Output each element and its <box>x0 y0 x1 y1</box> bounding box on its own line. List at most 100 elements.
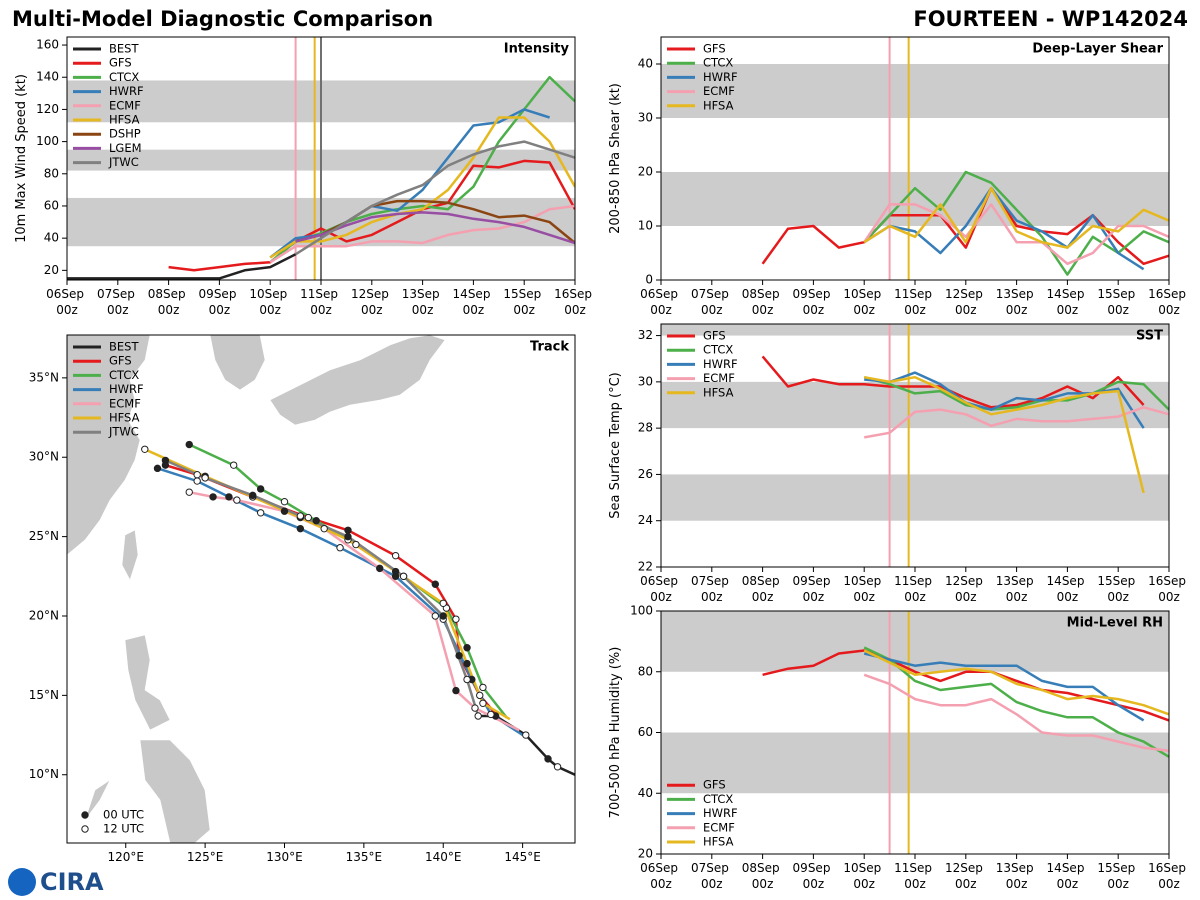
land <box>139 739 211 843</box>
x-tick-label: 07Sep 00z <box>691 861 733 891</box>
plot-area <box>141 440 575 776</box>
track-point <box>280 507 289 515</box>
legend-label: GFS <box>703 778 726 792</box>
panel-label: Deep-Layer Shear <box>1032 42 1163 57</box>
track-point <box>296 512 305 520</box>
x-tick-label: 12Sep 00z <box>945 574 987 604</box>
x-tick-label: 11Sep 00z <box>894 861 936 891</box>
legend-label: HWRF <box>703 70 738 84</box>
track-point <box>479 683 487 692</box>
legend-label: HFSA <box>703 835 734 849</box>
x-tick-label: 15Sep 00z <box>1097 861 1139 891</box>
track-point <box>474 712 482 720</box>
track-point <box>225 493 233 501</box>
series-line <box>863 649 1169 716</box>
y-tick-label: 30 <box>638 374 653 388</box>
series-line <box>168 159 575 272</box>
plot-area <box>661 611 1169 854</box>
track-point <box>431 580 439 588</box>
series-line <box>863 203 1169 266</box>
shade-band <box>661 381 1169 429</box>
track-point <box>391 567 400 576</box>
y-tick-label: 10 <box>638 219 653 233</box>
legend-label: 00 UTC <box>103 808 144 822</box>
x-tick-label: 16Sep 00z <box>1148 287 1190 317</box>
y-tick-label: 26 <box>638 467 653 481</box>
track-point <box>161 456 170 465</box>
shade-band <box>661 732 1169 794</box>
track-point <box>452 615 460 623</box>
legend-label: BEST <box>109 340 139 354</box>
track-line <box>144 448 511 721</box>
y-tick-label: 80 <box>638 664 653 678</box>
y-tick-label: 22 <box>638 560 653 574</box>
legend-label: GFS <box>109 56 132 70</box>
x-tick-label: 10Sep 00z <box>249 287 291 317</box>
x-tick-label: 140°E <box>425 850 462 864</box>
track-point <box>553 763 562 771</box>
x-tick-label: 12Sep 00z <box>945 287 987 317</box>
track-point <box>201 474 209 482</box>
y-tick-label: 80 <box>44 166 59 180</box>
track-point <box>455 651 463 660</box>
series-line <box>863 673 1169 752</box>
track-point <box>193 477 201 485</box>
shade-band <box>661 64 1169 118</box>
track-point <box>185 488 193 496</box>
track-point <box>304 513 312 522</box>
legend-label: CTCX <box>109 70 139 84</box>
x-tick-label: 13Sep 00z <box>996 861 1038 891</box>
x-tick-label: 10Sep 00z <box>843 574 885 604</box>
legend-label: CTCX <box>703 792 733 806</box>
series-line <box>863 375 1169 411</box>
track-point <box>399 572 408 580</box>
legend-label: BEST <box>109 42 139 56</box>
y-tick-label: 24 <box>638 513 653 527</box>
y-tick-label: 20 <box>44 263 59 277</box>
land <box>121 529 139 581</box>
track-point <box>439 612 447 620</box>
track-point <box>391 551 400 560</box>
logo: CIRA <box>8 868 104 896</box>
y-axis-label: 200-850 hPa Shear (kt) <box>608 83 623 234</box>
y-tick-label: 0 <box>645 273 653 287</box>
track-line <box>157 467 524 737</box>
land <box>84 779 111 821</box>
x-tick-label: 09Sep 00z <box>199 287 241 317</box>
y-tick-label: 15°N <box>29 688 59 702</box>
track-point <box>312 517 320 525</box>
y-tick-label: 120 <box>36 102 59 116</box>
x-tick-label: 09Sep 00z <box>793 861 835 891</box>
x-tick-label: 135°E <box>346 850 383 864</box>
y-tick-label: 140 <box>36 70 59 84</box>
legend-marker <box>81 811 89 819</box>
track-point <box>336 544 344 552</box>
y-axis-label: Sea Surface Temp (°C) <box>608 372 623 519</box>
plot-area <box>661 37 1169 280</box>
track-point <box>153 464 162 473</box>
land <box>269 335 446 426</box>
y-axis-label: 10m Max Wind Speed (kt) <box>14 74 29 243</box>
x-tick-label: 06Sep 00z <box>640 574 682 604</box>
series-line <box>67 253 297 280</box>
x-tick-label: 08Sep 00z <box>742 861 784 891</box>
panel-label: Mid-Level RH <box>1067 616 1163 631</box>
track-point <box>352 540 360 549</box>
track-point <box>431 612 439 620</box>
x-tick-label: 11Sep 00z <box>300 287 342 317</box>
x-tick-label: 15Sep 00z <box>1097 574 1139 604</box>
y-tick-label: 28 <box>638 421 653 435</box>
series-line <box>863 375 1145 494</box>
logo-text: CIRA <box>40 868 104 896</box>
x-tick-label: 14Sep 00z <box>1047 287 1089 317</box>
x-tick-label: 16Sep 00z <box>554 287 596 317</box>
track-point <box>141 445 149 453</box>
x-tick-label: 13Sep 00z <box>402 287 444 317</box>
series-line <box>295 211 575 245</box>
y-tick-label: 30°N <box>29 450 59 464</box>
land <box>209 335 266 391</box>
shade-band <box>661 324 1169 336</box>
legend-label: 12 UTC <box>103 822 144 836</box>
x-tick-label: 10Sep 00z <box>843 287 885 317</box>
track-point <box>233 496 241 504</box>
